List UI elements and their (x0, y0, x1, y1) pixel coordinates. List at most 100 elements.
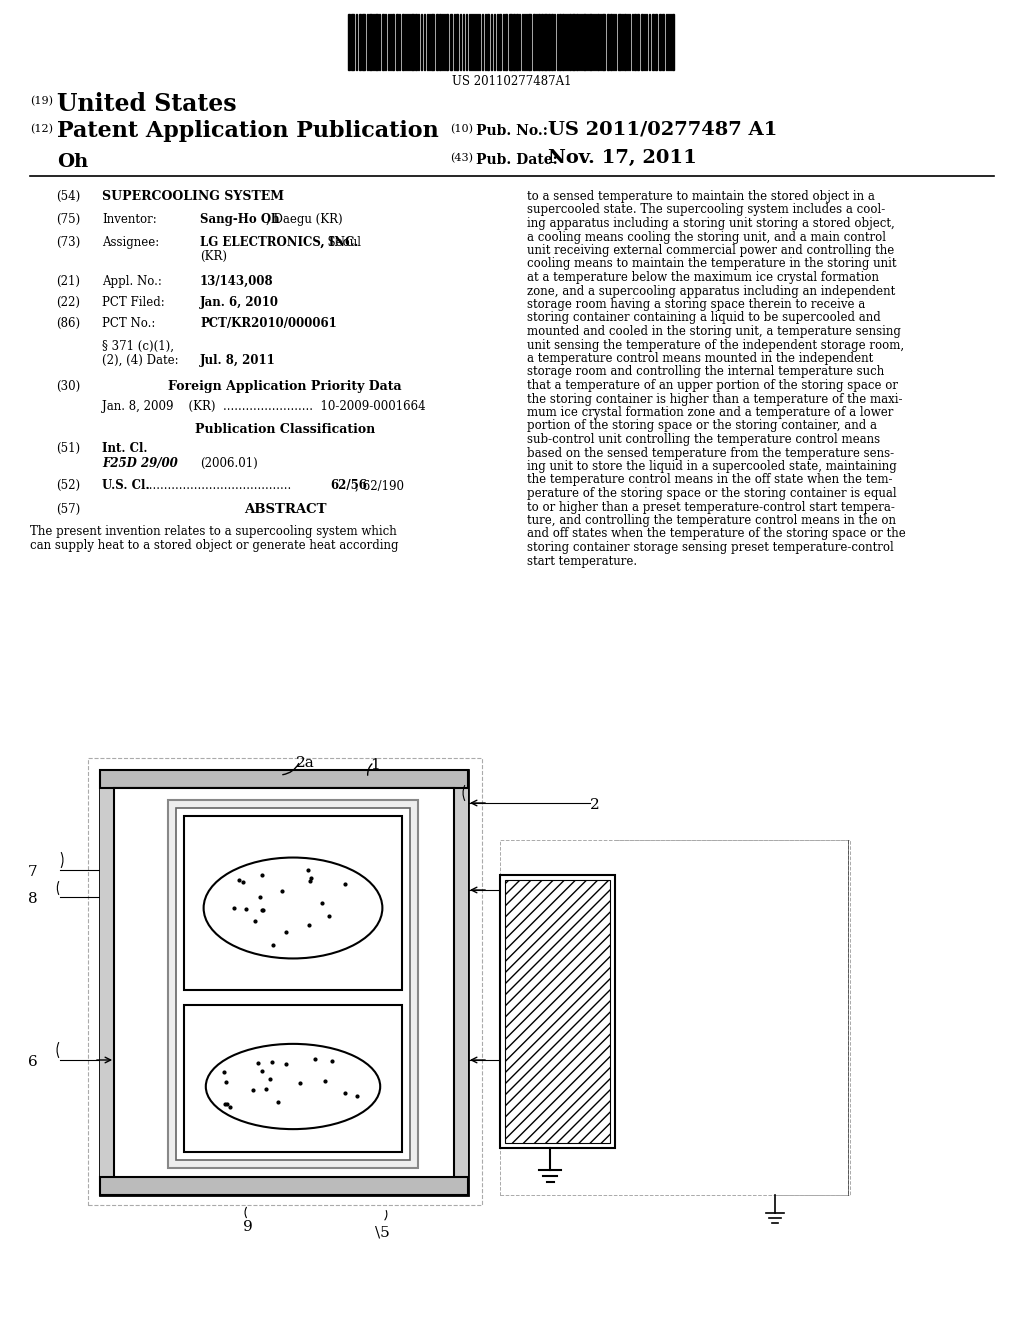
Text: (10): (10) (450, 124, 473, 135)
Text: (86): (86) (56, 317, 80, 330)
Text: Jan. 6, 2010: Jan. 6, 2010 (200, 296, 279, 309)
Text: 7: 7 (28, 865, 38, 879)
Bar (513, 15, 515, 70)
Bar (589, 15, 592, 70)
Text: a temperature control means mounted in the independent: a temperature control means mounted in t… (527, 352, 873, 366)
Bar (528, 15, 531, 70)
Bar (369, 15, 372, 70)
Text: can supply heat to a stored object or generate heat according: can supply heat to a stored object or ge… (30, 539, 398, 552)
Text: Foreign Application Priority Data: Foreign Application Priority Data (168, 380, 401, 393)
Text: PCT/KR2010/000061: PCT/KR2010/000061 (200, 317, 337, 330)
Text: Inventor:: Inventor: (102, 213, 157, 226)
Bar (624, 15, 626, 70)
Bar (499, 15, 501, 70)
Text: storing container containing a liquid to be supercooled and: storing container containing a liquid to… (527, 312, 881, 325)
Text: .......................................: ....................................... (146, 479, 292, 492)
Text: (19): (19) (30, 96, 53, 107)
Text: Assignee:: Assignee: (102, 236, 160, 249)
Bar (446, 15, 449, 70)
Text: (54): (54) (56, 190, 80, 203)
Bar (641, 15, 643, 70)
Bar (562, 15, 564, 70)
Bar (500, 840, 850, 1195)
Text: PCT No.:: PCT No.: (102, 317, 156, 330)
Bar (659, 15, 662, 70)
Text: (KR): (KR) (200, 249, 227, 263)
Bar (559, 15, 561, 70)
Bar (572, 15, 575, 70)
Text: 2a: 2a (296, 756, 314, 770)
Bar (176, 808, 410, 1160)
Bar (184, 1005, 402, 1152)
Bar (597, 15, 599, 70)
Bar (672, 15, 674, 70)
Bar (100, 770, 468, 788)
Bar (100, 788, 114, 1195)
Text: US 20110277487A1: US 20110277487A1 (453, 75, 571, 88)
Text: (30): (30) (56, 380, 80, 393)
Bar (439, 15, 441, 70)
Text: (2), (4) Date:: (2), (4) Date: (102, 354, 178, 367)
Ellipse shape (206, 1044, 380, 1129)
Text: 62/56: 62/56 (330, 479, 367, 492)
Text: (12): (12) (30, 124, 53, 135)
Text: PCT Filed:: PCT Filed: (102, 296, 165, 309)
Bar (544, 15, 547, 70)
Bar (396, 15, 398, 70)
Text: supercooled state. The supercooling system includes a cool-: supercooled state. The supercooling syst… (527, 203, 886, 216)
Text: start temperature.: start temperature. (527, 554, 637, 568)
Text: perature of the storing space or the storing container is equal: perature of the storing space or the sto… (527, 487, 897, 500)
Text: United States: United States (57, 92, 237, 116)
Text: unit receiving external commercial power and controlling the: unit receiving external commercial power… (527, 244, 894, 257)
Bar (402, 15, 404, 70)
Text: mounted and cooled in the storing unit, a temperature sensing: mounted and cooled in the storing unit, … (527, 325, 901, 338)
Bar (509, 15, 512, 70)
Bar (114, 788, 454, 1195)
Text: Int. Cl.: Int. Cl. (102, 442, 147, 455)
Text: (73): (73) (56, 236, 80, 249)
Text: 13/143,008: 13/143,008 (200, 275, 273, 288)
Bar (100, 1177, 468, 1195)
Text: ing unit to store the liquid in a supercooled state, maintaining: ing unit to store the liquid in a superc… (527, 459, 897, 473)
Text: ture, and controlling the temperature control means in the on: ture, and controlling the temperature co… (527, 513, 896, 527)
Bar (415, 15, 417, 70)
Text: storing container storage sensing preset temperature-control: storing container storage sensing preset… (527, 541, 894, 554)
Bar (382, 15, 384, 70)
Bar (551, 15, 553, 70)
Text: 7a: 7a (178, 1007, 196, 1020)
Bar (454, 788, 468, 1195)
Text: at a temperature below the maximum ice crystal formation: at a temperature below the maximum ice c… (527, 271, 879, 284)
Bar (607, 15, 609, 70)
Bar (634, 15, 636, 70)
Text: US 2011/0277487 A1: US 2011/0277487 A1 (548, 120, 777, 139)
Bar (637, 15, 639, 70)
Text: 8: 8 (28, 892, 38, 906)
Text: 2: 2 (590, 799, 600, 812)
Bar (662, 15, 664, 70)
Bar (618, 15, 621, 70)
Bar (375, 15, 378, 70)
Bar (583, 15, 586, 70)
Bar (100, 1177, 468, 1195)
Text: Oh: Oh (57, 153, 88, 172)
Bar (655, 15, 657, 70)
Bar (548, 15, 550, 70)
Text: (43): (43) (450, 153, 473, 164)
Bar (505, 15, 507, 70)
Bar (100, 770, 468, 1195)
Text: Nov. 17, 2011: Nov. 17, 2011 (548, 149, 697, 168)
Bar (411, 15, 414, 70)
Text: to a sensed temperature to maintain the stored object in a: to a sensed temperature to maintain the … (527, 190, 874, 203)
Text: unit sensing the temperature of the independent storage room,: unit sensing the temperature of the inde… (527, 338, 904, 351)
Text: the temperature control means in the off state when the tem-: the temperature control means in the off… (527, 474, 893, 487)
Text: storage room having a storing space therein to receive a: storage room having a storing space ther… (527, 298, 865, 312)
Text: (22): (22) (56, 296, 80, 309)
Bar (88, 758, 482, 1205)
Text: The present invention relates to a supercooling system which: The present invention relates to a super… (30, 525, 396, 539)
Bar (652, 15, 654, 70)
Bar (541, 15, 543, 70)
Text: 4: 4 (590, 884, 600, 899)
Text: that a temperature of an upper portion of the storing space or: that a temperature of an upper portion o… (527, 379, 898, 392)
Text: 6: 6 (28, 1055, 38, 1069)
Text: Sang-Ho Oh: Sang-Ho Oh (200, 213, 280, 226)
